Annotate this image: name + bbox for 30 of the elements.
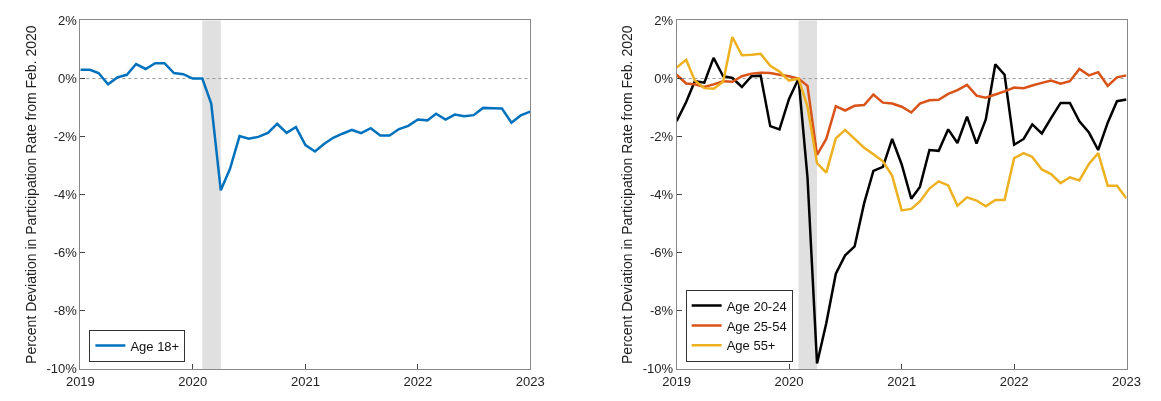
line-series: [676, 56, 1127, 365]
y-axis-title: Percent Deviation in Participation Rate from Feb. 2020: [619, 25, 636, 364]
y-tick-label: -8%: [53, 303, 78, 319]
legend-label: Age 25-54: [726, 318, 787, 334]
y-tick-label: -2%: [649, 129, 674, 145]
y-tick-label: 0%: [57, 71, 78, 87]
y-tick-label: -4%: [649, 187, 674, 203]
y-tick-label: 2%: [654, 13, 674, 29]
x-tick-label: 2023: [515, 373, 545, 389]
y-tick-label: -8%: [649, 303, 674, 319]
x-tick-label: 2022: [999, 373, 1029, 389]
line-series: [80, 61, 531, 192]
x-tick-label: 2020: [774, 373, 804, 389]
x-tick-label: 2023: [1112, 373, 1141, 389]
y-tick-label: -2%: [53, 129, 78, 145]
x-tick-label: 2022: [403, 373, 433, 389]
y-tick-label: -6%: [53, 245, 78, 261]
y-tick-label: -6%: [649, 245, 674, 261]
x-tick-label: 2021: [887, 373, 917, 389]
x-tick-label: 2020: [178, 373, 208, 389]
y-tick-label: -4%: [53, 187, 78, 203]
y-tick-label: 0%: [654, 71, 674, 87]
y-tick-label: 2%: [57, 13, 78, 29]
x-tick-label: 2021: [290, 373, 320, 389]
line-series: [676, 35, 1127, 212]
legend-label: Age 18+: [130, 338, 180, 354]
y-axis-title: Percent Deviation in Participation Rate from Feb. 2020: [23, 25, 39, 364]
legend-label: Age 55+: [726, 338, 776, 354]
line-series: [676, 67, 1127, 157]
legend-label: Age 20-24: [726, 298, 787, 314]
